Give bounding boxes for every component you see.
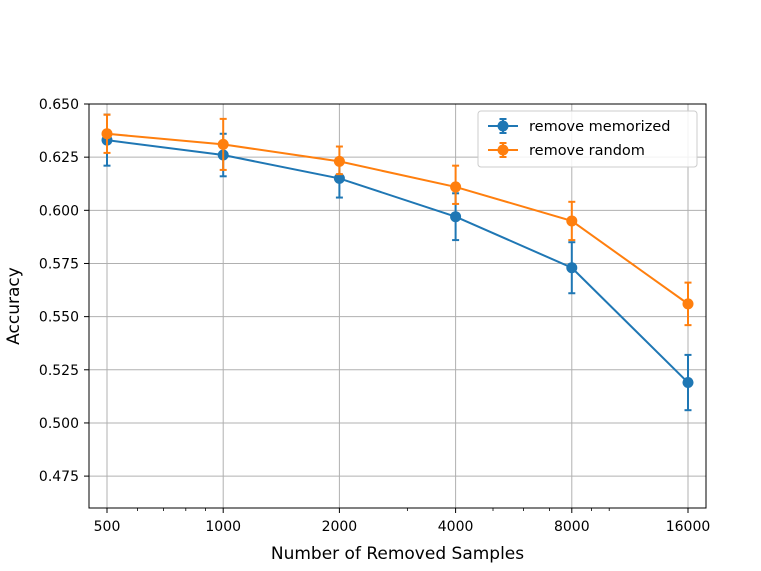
legend-marker	[497, 120, 509, 132]
series-remove-random	[101, 113, 694, 327]
data-point	[333, 172, 345, 184]
legend-label: remove random	[529, 143, 645, 159]
series-line	[106, 132, 689, 305]
y-tick-label: 0.650	[39, 97, 79, 113]
y-tick-label: 0.625	[39, 150, 79, 166]
y-tick-label: 0.525	[39, 363, 79, 379]
y-tick-label: 0.500	[39, 416, 79, 432]
data-point	[566, 215, 578, 227]
data-point	[682, 377, 694, 389]
y-tick-label: 0.550	[39, 310, 79, 326]
axis-ticks: 0.475 0.500 0.525 0.550 0.575 0.600 0.625 0.650…	[39, 97, 710, 535]
data-point	[450, 211, 462, 223]
x-tick-label: 2000	[322, 519, 358, 535]
legend-label: remove memorized	[529, 119, 670, 135]
legend-marker	[497, 144, 509, 156]
x-tick-label: 16000	[666, 519, 711, 535]
data-point	[682, 298, 694, 310]
data-point	[101, 128, 113, 140]
x-axis-label: Number of Removed Samples	[271, 544, 524, 564]
y-axis-label: Accuracy	[4, 267, 24, 345]
legend: remove memorized remove random	[477, 110, 698, 168]
x-tick-label: 8000	[554, 519, 590, 535]
data-point	[217, 138, 229, 150]
data-point	[333, 155, 345, 167]
data-point	[450, 181, 462, 193]
y-tick-label: 0.475	[39, 469, 79, 485]
y-tick-label: 0.575	[39, 256, 79, 272]
x-tick-label: 500	[94, 519, 121, 535]
series-line	[106, 139, 689, 384]
x-tick-label: 4000	[438, 519, 474, 535]
data-point	[566, 262, 578, 274]
x-tick-label: 1000	[205, 519, 241, 535]
series-layer	[101, 113, 694, 412]
legend-box	[477, 110, 698, 168]
y-tick-label: 0.600	[39, 203, 79, 219]
plot-area-frame	[88, 103, 707, 509]
